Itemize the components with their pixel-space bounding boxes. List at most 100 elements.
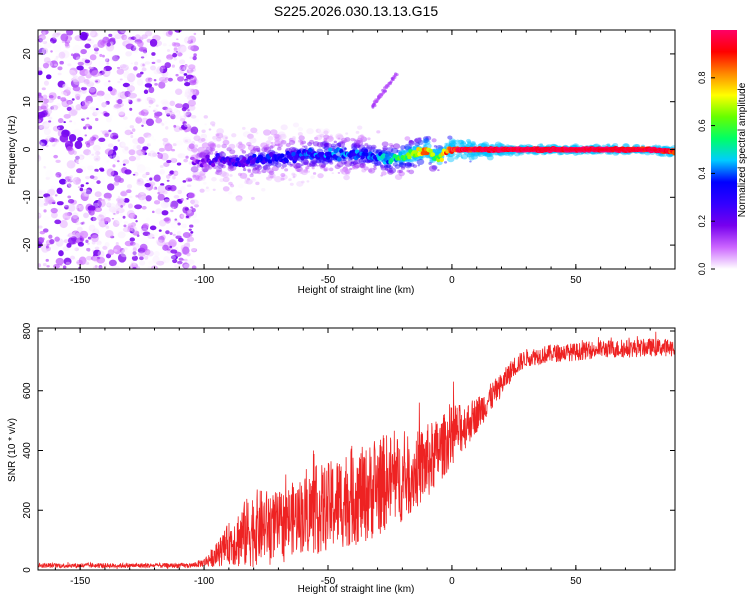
spectrogram-noise-blob: [57, 126, 61, 130]
spectrogram-noise-blob: [130, 134, 134, 139]
spectrogram-noise-blob: [184, 91, 192, 98]
spectrogram-halo-blob: [324, 142, 328, 146]
spectrogram-halo-blob: [339, 141, 343, 145]
spectrogram-noise-blob: [168, 44, 172, 47]
spectrogram-halo-blob: [197, 138, 204, 143]
spectrogram-noise-blob: [153, 251, 160, 257]
spectrogram-halo-blob: [402, 150, 406, 153]
spectrogram-halo-blob: [386, 147, 394, 153]
spectrogram-noise-blob: [79, 187, 84, 192]
spectrogram-halo-blob: [241, 150, 247, 154]
spectrogram-halo-blob: [222, 176, 230, 183]
spectrogram-halo-blob: [251, 178, 257, 182]
spectrogram-noise-blob: [123, 71, 130, 79]
spectrogram-noise-blob: [161, 260, 166, 264]
spectrogram-halo-blob: [249, 162, 256, 168]
spectrogram-noise-blob: [187, 40, 194, 44]
spectrogram-halo-blob: [422, 138, 429, 144]
spectrogram-noise-blob: [164, 143, 173, 152]
spectrogram-halo-blob: [456, 139, 460, 142]
spectrogram-halo-blob: [398, 162, 404, 167]
spectrogram-halo-blob: [470, 151, 476, 156]
spectrogram-halo-blob: [315, 128, 322, 133]
spectrogram-halo-blob: [336, 161, 344, 168]
spectrogram-noise-blob: [152, 103, 160, 109]
spectrogram-noise-blob: [166, 224, 170, 227]
spectrogram-halo-blob: [263, 145, 270, 151]
spectrogram-noise-blob: [102, 245, 108, 250]
spectrogram-noise-blob: [143, 114, 147, 117]
spectrogram-noise-blob: [41, 47, 49, 55]
spectrogram-noise-blob: [85, 190, 92, 195]
spectrogram-noise-blob: [74, 204, 81, 209]
spectrogram-noise-blob: [97, 199, 106, 208]
spectrogram-halo-blob: [414, 159, 417, 162]
spectrogram-noise-blob: [140, 56, 145, 59]
spectrogram-noise-blob: [130, 50, 135, 54]
spectrogram-noise-blob: [144, 255, 149, 260]
spectrogram-halo-blob: [306, 180, 310, 183]
spectrogram-halo-blob: [265, 176, 270, 180]
spectrogram-noise-blob: [148, 86, 155, 94]
spectrogram-noise-blob: [88, 78, 95, 84]
spectrogram-noise-blob: [96, 240, 102, 246]
spectrogram-noise-blob: [138, 201, 142, 205]
snr-y-label: SNR (10 * v/v): [7, 418, 18, 482]
spectrogram-halo-blob: [297, 131, 303, 137]
spectrogram-noise-blob: [164, 62, 172, 69]
spectrogram-noise-blob: [137, 192, 147, 201]
spectrogram-noise-blob: [170, 200, 179, 209]
spectrogram-noise-blob: [42, 121, 50, 130]
spectrogram-halo-blob: [467, 140, 472, 144]
spectrogram-noise-blob: [177, 44, 187, 53]
spectrogram-halo-blob: [271, 165, 279, 172]
spectrogram-noise-blob: [90, 136, 97, 141]
spectrogram-halo-blob: [422, 136, 429, 141]
spectrogram-noise-blob: [111, 217, 115, 220]
spectrogram-noise-blob: [106, 202, 113, 207]
spectrogram-halo-blob: [323, 168, 328, 172]
spectrogram-halo-blob: [220, 151, 224, 154]
spectrogram-halo-blob: [308, 162, 316, 168]
spectrogram-noise-blob: [95, 80, 99, 83]
spectrogram-noise-blob: [40, 142, 45, 147]
spectrogram-halo-blob: [381, 141, 389, 147]
spectrogram-noise-blob: [68, 134, 77, 142]
spectrogram-noise-blob: [164, 72, 171, 79]
spectrogram-halo-blob: [448, 143, 453, 147]
spectrogram-halo-blob: [312, 141, 320, 147]
spectrogram-noise-blob: [184, 88, 194, 97]
spectrogram-noise-blob: [187, 187, 191, 191]
spectrogram-noise-blob: [93, 206, 103, 213]
spectrogram-halo-blob: [448, 138, 457, 145]
spectrogram-noise-blob: [113, 103, 122, 109]
spectrogram-noise-blob: [146, 250, 154, 257]
spectrogram-halo-blob: [357, 135, 365, 141]
spectrogram-noise-blob: [87, 195, 94, 200]
spectrogram-noise-blob: [55, 55, 59, 59]
spectrogram-noise-blob: [177, 115, 185, 124]
spectrogram-halo-blob: [328, 167, 334, 172]
spectrogram-noise-blob: [151, 56, 154, 59]
spectrogram-halo-blob: [288, 139, 296, 146]
spectrogram-secondary-blob: [378, 93, 382, 97]
spectrogram-halo-blob: [366, 144, 373, 150]
spectrogram-noise-blob: [165, 225, 171, 230]
spectrogram-halo-blob: [280, 177, 285, 181]
spectrogram-halo-blob: [408, 140, 415, 146]
spectrogram-noise-blob: [117, 200, 123, 204]
spectrogram-halo-blob: [209, 147, 215, 152]
spectrogram-halo-blob: [494, 143, 497, 146]
spectrogram-halo-blob: [337, 137, 341, 140]
spectrogram-noise-blob: [186, 197, 189, 200]
spectrogram-noise-blob: [95, 207, 101, 212]
spectrogram-halo-blob: [216, 128, 224, 135]
spectrogram-halo-blob: [200, 151, 204, 155]
spectrogram-noise-blob: [93, 249, 102, 257]
spectrogram-noise-blob: [128, 195, 133, 199]
spectrogram-noise-blob: [186, 184, 192, 188]
spectrogram-noise-blob: [48, 120, 52, 123]
spectrogram-halo-blob: [214, 171, 219, 175]
spectrogram-noise-blob: [66, 146, 74, 152]
spectrogram-noise-blob: [126, 184, 133, 189]
